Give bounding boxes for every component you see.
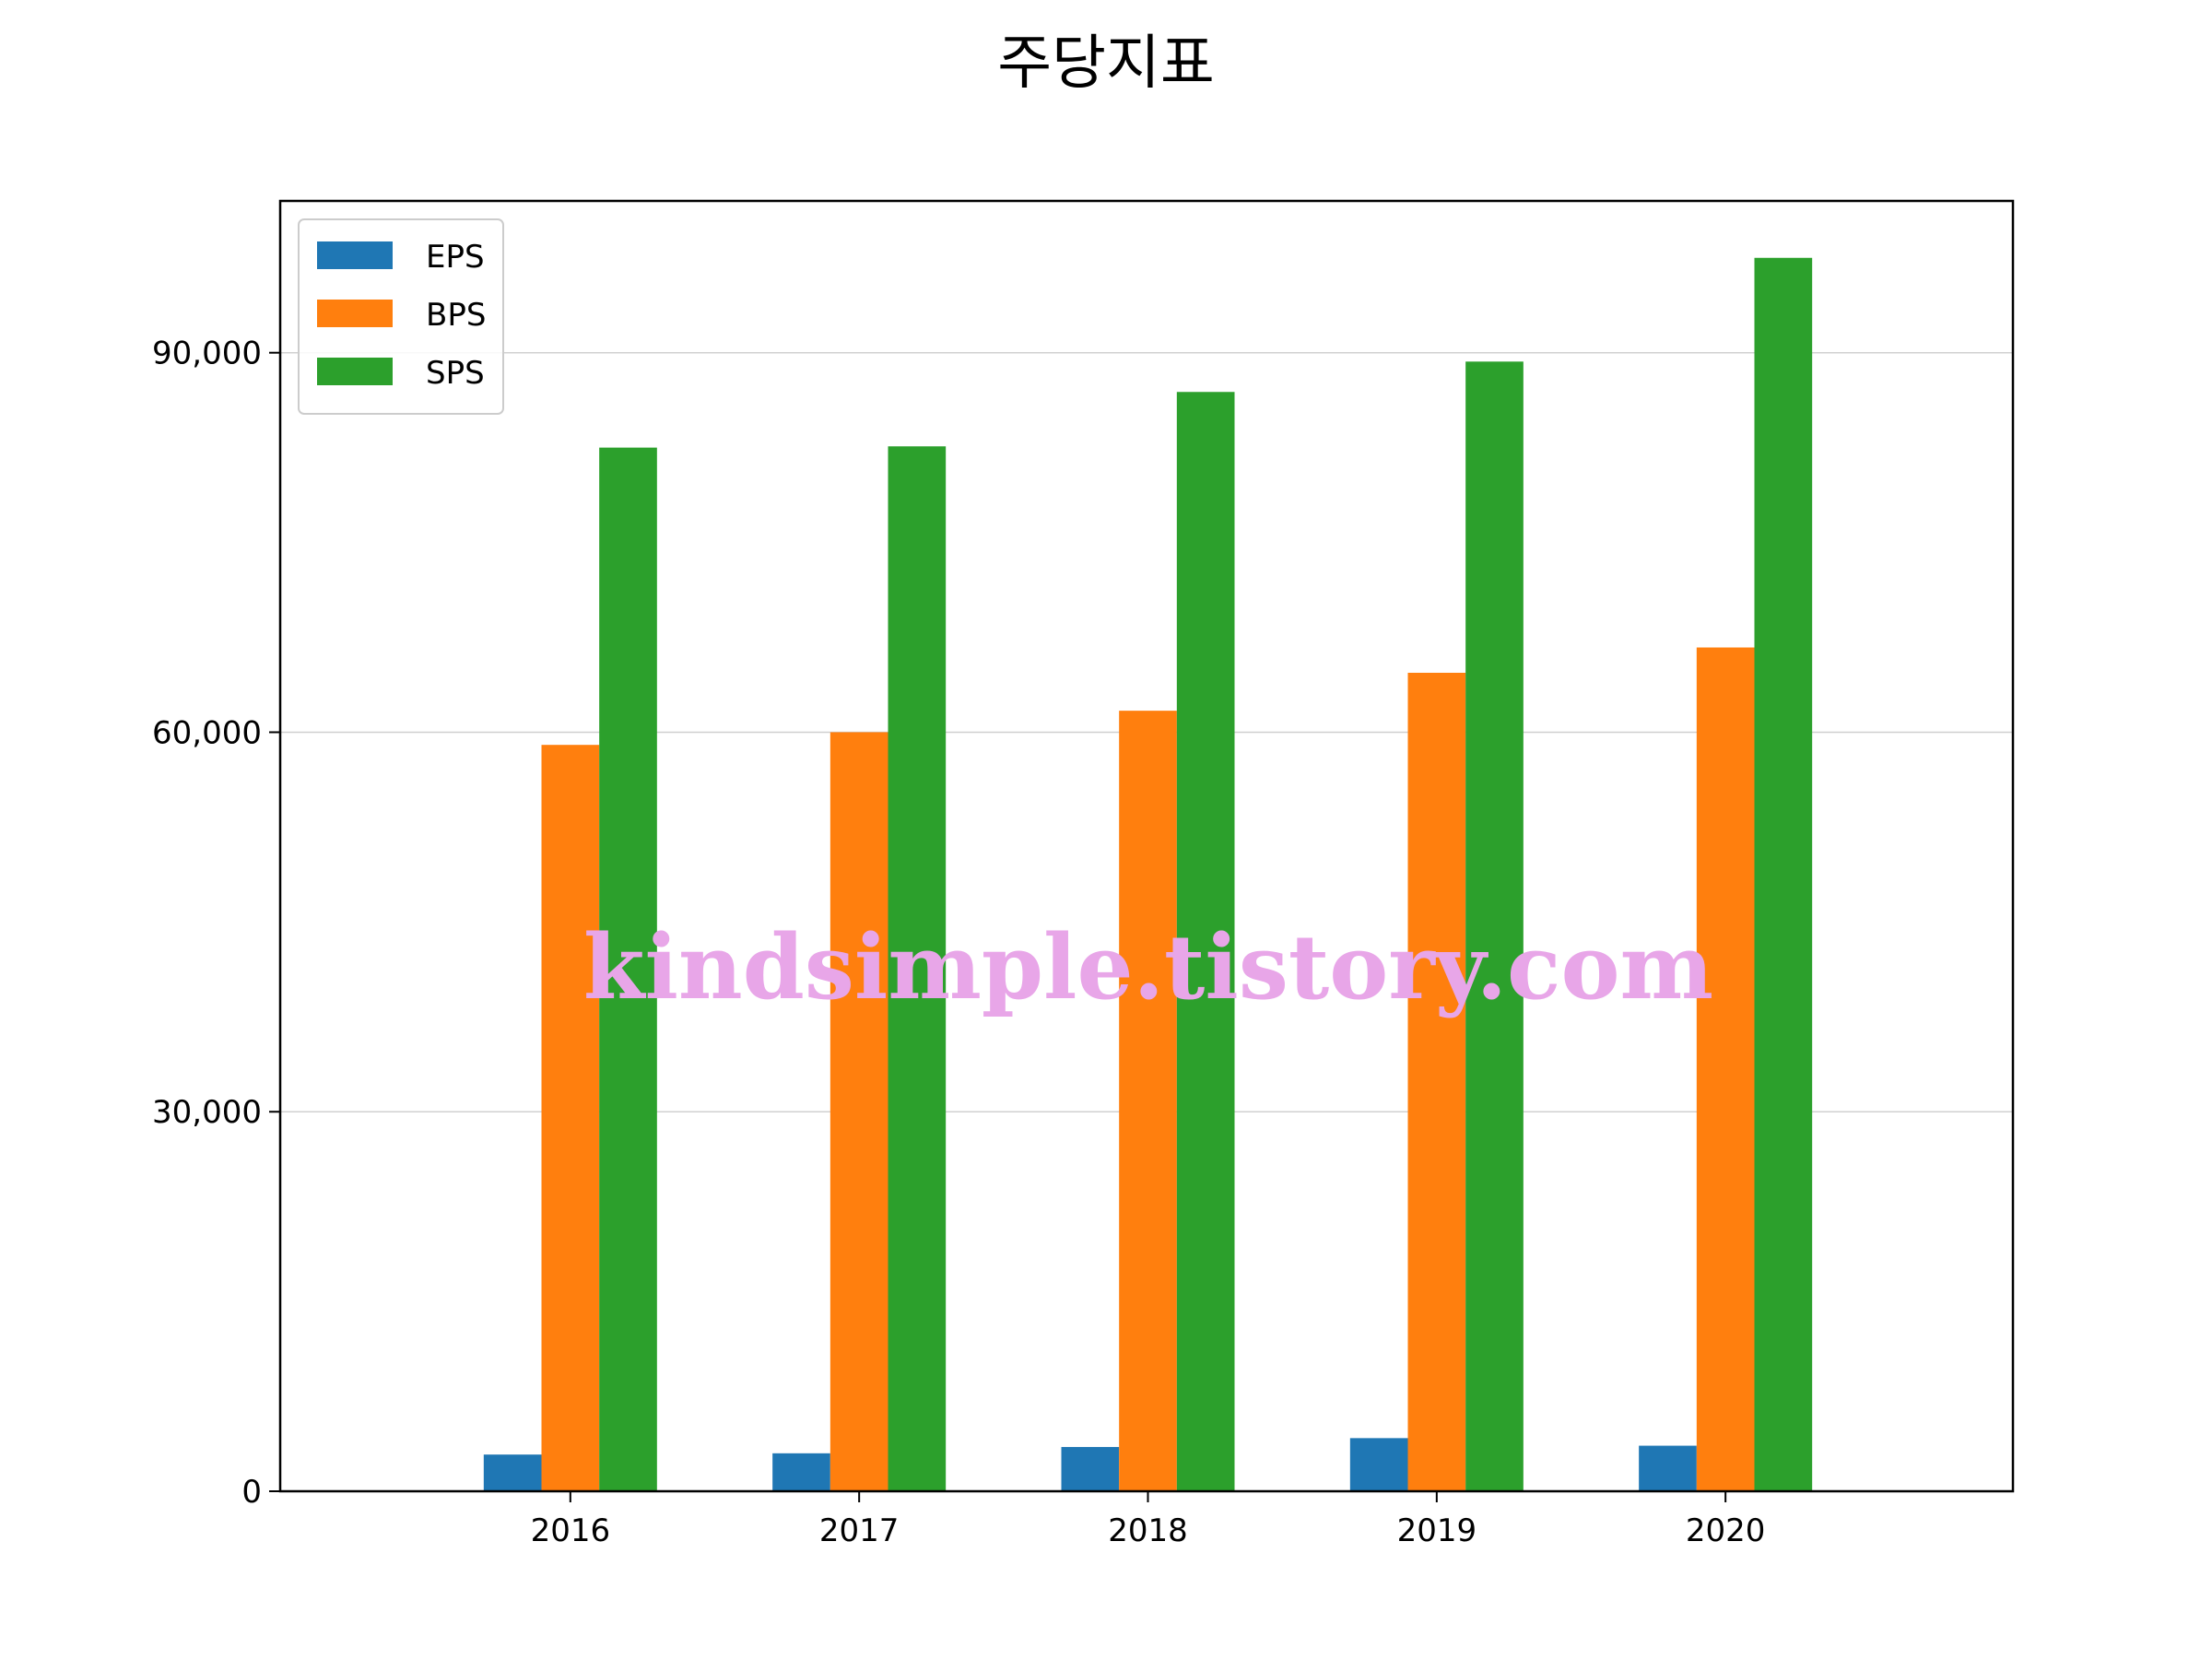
- bar-sps-2020: [1754, 257, 1813, 1492]
- bar-eps-2019: [1349, 1438, 1408, 1491]
- x-axis: 2016 2017 2018 2019 2020: [531, 1491, 1766, 1549]
- legend-label-bps: BPS: [426, 297, 486, 334]
- legend-label-sps: SPS: [426, 355, 485, 392]
- legend-label-eps: EPS: [426, 239, 485, 276]
- y-tick-label: 0: [241, 1474, 262, 1511]
- chart-title: 주당지표: [997, 29, 1215, 98]
- bar-bps-2016: [541, 745, 600, 1491]
- x-tick-label: 2016: [531, 1512, 611, 1549]
- x-tick-label: 2019: [1397, 1512, 1477, 1549]
- bar-sps-2018: [1176, 392, 1235, 1492]
- legend-swatch-sps: [317, 358, 393, 385]
- x-tick-label: 2020: [1686, 1512, 1766, 1549]
- legend-swatch-bps: [317, 300, 393, 327]
- bars: [483, 257, 1813, 1492]
- bar-eps-2018: [1061, 1446, 1120, 1491]
- bar-eps-2017: [772, 1453, 830, 1491]
- bar-bps-2020: [1696, 647, 1755, 1491]
- y-tick-label: 60,000: [152, 714, 262, 751]
- legend-swatch-eps: [317, 241, 393, 269]
- x-tick-label: 2017: [819, 1512, 900, 1549]
- bar-sps-2017: [888, 446, 947, 1491]
- bar-bps-2019: [1407, 672, 1466, 1491]
- y-tick-label: 90,000: [152, 335, 262, 372]
- bar-bps-2018: [1119, 711, 1177, 1491]
- bar-eps-2016: [483, 1454, 542, 1491]
- y-axis: 0 30,000 60,000 90,000: [152, 335, 280, 1511]
- y-tick-label: 30,000: [152, 1094, 262, 1131]
- bar-bps-2017: [830, 732, 888, 1491]
- watermark-text: kindsimple.tistory.com: [583, 915, 1713, 1019]
- bar-sps-2019: [1465, 361, 1524, 1491]
- x-tick-label: 2018: [1108, 1512, 1188, 1549]
- legend: EPS BPS SPS: [298, 218, 504, 415]
- bar-eps-2020: [1639, 1445, 1697, 1491]
- plot-frame: [278, 199, 2015, 1493]
- bar-sps-2016: [599, 447, 657, 1491]
